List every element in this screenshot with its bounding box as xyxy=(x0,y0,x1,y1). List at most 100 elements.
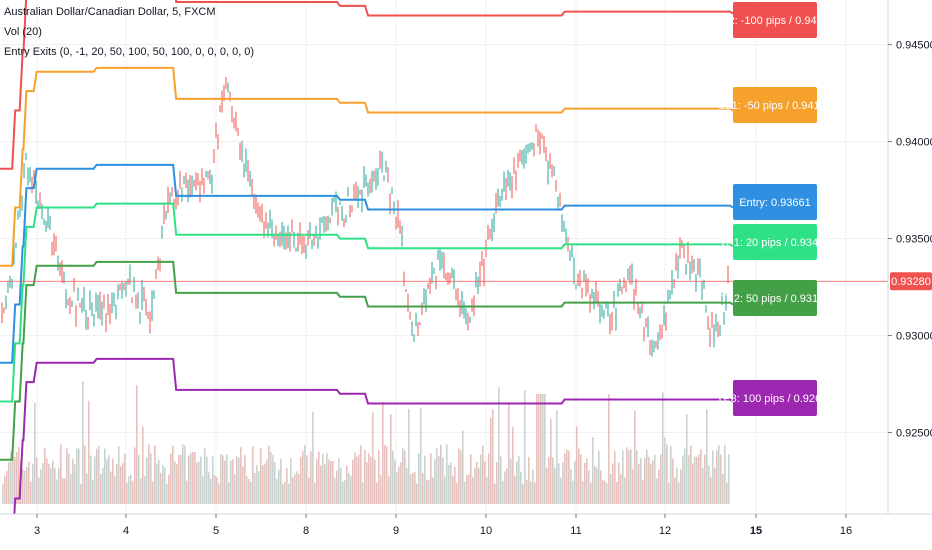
volume-bar xyxy=(426,479,428,504)
volume-bar xyxy=(274,462,276,504)
volume-bar xyxy=(658,469,660,504)
volume-bar xyxy=(128,475,130,504)
volume-bar xyxy=(366,462,368,504)
volume-bar xyxy=(250,481,252,504)
volume-indicator-label[interactable]: Vol (20) xyxy=(4,26,42,38)
volume-bar xyxy=(412,473,414,504)
volume-bar xyxy=(474,467,476,504)
volume-bar xyxy=(588,470,590,504)
volume-bar xyxy=(180,454,182,504)
volume-bar xyxy=(142,426,144,504)
volume-bar xyxy=(500,456,502,504)
volume-bar xyxy=(654,454,656,504)
volume-bar xyxy=(662,392,664,504)
volume-bar xyxy=(302,451,304,504)
volume-bar xyxy=(634,410,636,504)
volume-bar xyxy=(84,445,86,504)
volume-bar xyxy=(160,473,162,504)
volume-bar xyxy=(546,467,548,504)
volume-bar xyxy=(78,448,80,504)
volume-bar xyxy=(464,481,466,504)
volume-bar xyxy=(398,466,400,504)
volume-bar xyxy=(652,460,654,504)
volume-bar xyxy=(222,455,224,504)
volume-bar xyxy=(458,448,460,504)
volume-bar xyxy=(152,481,154,504)
level-tag-label: TP3: 100 pips / 0.92661 xyxy=(717,393,834,405)
volume-bar xyxy=(50,468,52,504)
volume-bar xyxy=(342,481,344,504)
volume-bar xyxy=(620,474,622,504)
volume-bar xyxy=(206,456,208,504)
volume-bar xyxy=(140,478,142,504)
level-tag-sl2: SL2: -100 pips / 0.94661 xyxy=(715,2,835,38)
volume-bar xyxy=(708,465,710,504)
series-line-sl1 xyxy=(0,66,734,267)
volume-bar xyxy=(618,462,620,504)
level-tag-box xyxy=(733,184,817,220)
volume-bar xyxy=(144,476,146,504)
volume-bar xyxy=(288,483,290,504)
level-tags: SL2: -100 pips / 0.94661 SL1: -50 pips / … xyxy=(715,2,835,416)
volume-bar xyxy=(592,437,594,504)
volume-bar xyxy=(106,459,108,504)
volume-bar xyxy=(482,445,484,504)
volume-bar xyxy=(208,471,210,504)
volume-bar xyxy=(624,477,626,504)
volume-bar xyxy=(174,461,176,504)
entry-exits-indicator-label[interactable]: Entry Exits (0, -1, 20, 50, 100, 50, 100… xyxy=(4,46,255,58)
volume-bar xyxy=(228,482,230,504)
volume-bar xyxy=(26,466,28,504)
volume-bar xyxy=(442,457,444,504)
volume-bar xyxy=(382,401,384,504)
volume-bar xyxy=(498,387,500,504)
volume-bar xyxy=(574,460,576,504)
volume-bar xyxy=(214,475,216,504)
volume-bar xyxy=(404,450,406,504)
volume-bar xyxy=(138,455,140,504)
x-tick-label: 11 xyxy=(570,525,581,537)
volume-bar xyxy=(490,417,492,504)
volume-bar xyxy=(438,456,440,504)
volume-bar xyxy=(400,462,402,504)
volume-bar xyxy=(292,477,294,504)
volume-bar xyxy=(336,470,338,504)
volume-bar xyxy=(450,462,452,504)
x-tick-label: 16 xyxy=(840,525,852,537)
volume-bar xyxy=(434,459,436,504)
volume-bar xyxy=(110,471,112,504)
volume-bar xyxy=(696,456,698,504)
volume-bar xyxy=(556,410,558,504)
volume-bar xyxy=(14,456,16,504)
volume-bar xyxy=(270,451,272,504)
volume-bar xyxy=(188,455,190,504)
volume-bar xyxy=(726,482,728,504)
volume-bar xyxy=(530,481,532,504)
volume-bar xyxy=(410,474,412,504)
volume-bar xyxy=(660,454,662,504)
volume-bar xyxy=(684,448,686,504)
series-line-tp3 xyxy=(11,357,734,550)
volume-bar xyxy=(492,409,494,504)
volume-bar xyxy=(64,478,66,504)
volume-bar xyxy=(348,473,350,504)
volume-bar xyxy=(594,466,596,504)
volume-bar xyxy=(418,453,420,504)
volume-bar xyxy=(406,467,408,504)
level-tag-box xyxy=(733,380,817,416)
volume-bar xyxy=(694,456,696,504)
volume-bar xyxy=(246,476,248,504)
volume-bar xyxy=(282,483,284,504)
volume-bar xyxy=(62,478,64,504)
time-axis-bg[interactable] xyxy=(0,514,932,550)
volume-bar xyxy=(310,451,312,504)
volume-bar xyxy=(74,464,76,504)
volume-bar xyxy=(710,476,712,504)
volume-bar xyxy=(540,394,542,504)
level-tag-label: SL2: -100 pips / 0.94661 xyxy=(715,15,835,27)
volume-bar xyxy=(570,469,572,504)
volume-bar xyxy=(192,452,194,504)
volume-bar xyxy=(506,468,508,504)
volume-bar xyxy=(42,462,44,504)
